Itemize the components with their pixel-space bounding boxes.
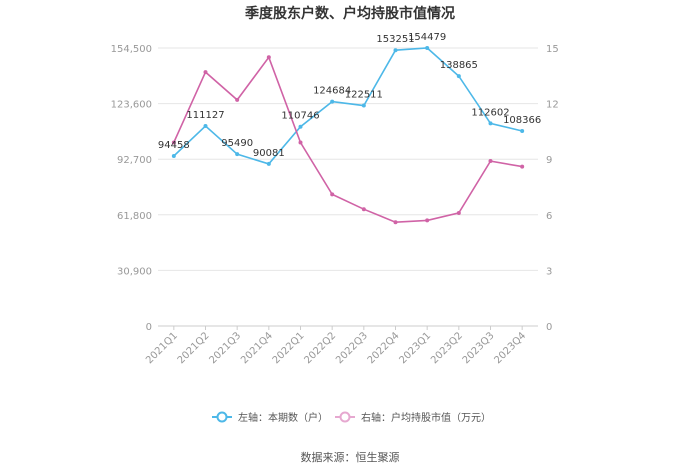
data-label: 124684	[313, 86, 351, 97]
left-tick-label: 154,500	[111, 44, 152, 55]
data-label: 90081	[253, 148, 285, 159]
data-point	[235, 152, 240, 157]
data-label: 95490	[221, 138, 253, 149]
x-tick-label: 2021Q1	[144, 330, 180, 366]
data-point	[266, 161, 271, 166]
x-tick-label: 2022Q4	[366, 330, 402, 366]
legend-marker-households	[216, 411, 228, 423]
left-tick-label: 92,700	[117, 155, 152, 166]
series-lines	[171, 46, 525, 225]
legend-label-avg-value: 右轴：户均持股市值（万元）	[361, 411, 491, 424]
data-point	[203, 70, 208, 75]
right-tick-label: 15	[546, 44, 559, 55]
x-tick-label: 2021Q4	[239, 330, 275, 366]
data-point	[520, 164, 525, 169]
data-point	[361, 103, 366, 108]
data-point	[330, 99, 335, 104]
data-source: 数据来源：恒生聚源	[301, 450, 400, 464]
x-tick-label: 2021Q2	[176, 330, 212, 366]
data-label: 138865	[440, 60, 478, 71]
data-point	[488, 159, 493, 164]
legend-label-households: 左轴：本期数（户）	[238, 411, 328, 424]
right-tick-label: 9	[546, 155, 552, 166]
data-label: 154479	[408, 32, 446, 43]
data-point	[298, 124, 303, 129]
data-point	[456, 210, 461, 215]
data-point	[520, 129, 525, 134]
data-label: 94458	[158, 140, 190, 151]
data-point	[171, 140, 176, 145]
data-point	[488, 121, 493, 126]
data-point	[361, 207, 366, 212]
right-tick-label: 0	[546, 322, 552, 333]
data-label: 111127	[186, 110, 224, 121]
data-point	[330, 192, 335, 197]
x-tick-label: 2023Q1	[397, 330, 433, 366]
data-point	[393, 48, 398, 53]
right-tick-label: 6	[546, 211, 552, 222]
data-label: 153251	[376, 34, 414, 45]
x-tick-label: 2023Q4	[492, 330, 528, 366]
right-tick-label: 12	[546, 100, 559, 111]
x-tick-label: 2022Q2	[302, 330, 338, 366]
data-point	[298, 140, 303, 145]
right-axis: 0 3 6 9 12 15	[546, 44, 559, 333]
data-point	[235, 97, 240, 102]
data-point	[456, 74, 461, 79]
legend-item-households[interactable]: 左轴：本期数（户）	[212, 411, 328, 424]
data-point	[425, 46, 430, 51]
data-point	[393, 220, 398, 225]
data-label: 108366	[503, 115, 541, 126]
legend[interactable]: 左轴：本期数（户） 右轴：户均持股市值（万元）	[212, 411, 491, 424]
x-tick-label: 2022Q3	[334, 330, 370, 366]
x-tick-label: 2023Q3	[461, 330, 497, 366]
x-tick-label: 2021Q3	[207, 330, 243, 366]
left-tick-label: 0	[146, 322, 152, 333]
left-tick-label: 61,800	[117, 211, 152, 222]
data-label: 110746	[281, 111, 319, 122]
left-axis: 0 30,900 61,800 92,700 123,600 154,500	[111, 44, 152, 333]
data-point	[203, 124, 208, 129]
x-tick-label: 2023Q2	[429, 330, 465, 366]
data-point	[266, 55, 271, 60]
series-line-1	[173, 55, 523, 224]
x-axis: 2021Q12021Q22021Q32021Q42022Q12022Q22022…	[144, 326, 528, 366]
legend-marker-avg-value	[339, 411, 351, 423]
data-point	[425, 218, 430, 223]
data-point	[171, 154, 176, 159]
data-label: 122511	[345, 90, 383, 101]
chart-title: 季度股东户数、户均持股市值情况	[244, 5, 455, 22]
x-tick-label: 2022Q1	[271, 330, 307, 366]
right-tick-label: 3	[546, 266, 552, 277]
left-tick-label: 30,900	[117, 266, 152, 277]
data-label: 112602	[471, 107, 509, 118]
legend-item-avg-value[interactable]: 右轴：户均持股市值（万元）	[335, 411, 491, 424]
series-line-0	[173, 47, 523, 165]
left-tick-label: 123,600	[111, 100, 152, 111]
